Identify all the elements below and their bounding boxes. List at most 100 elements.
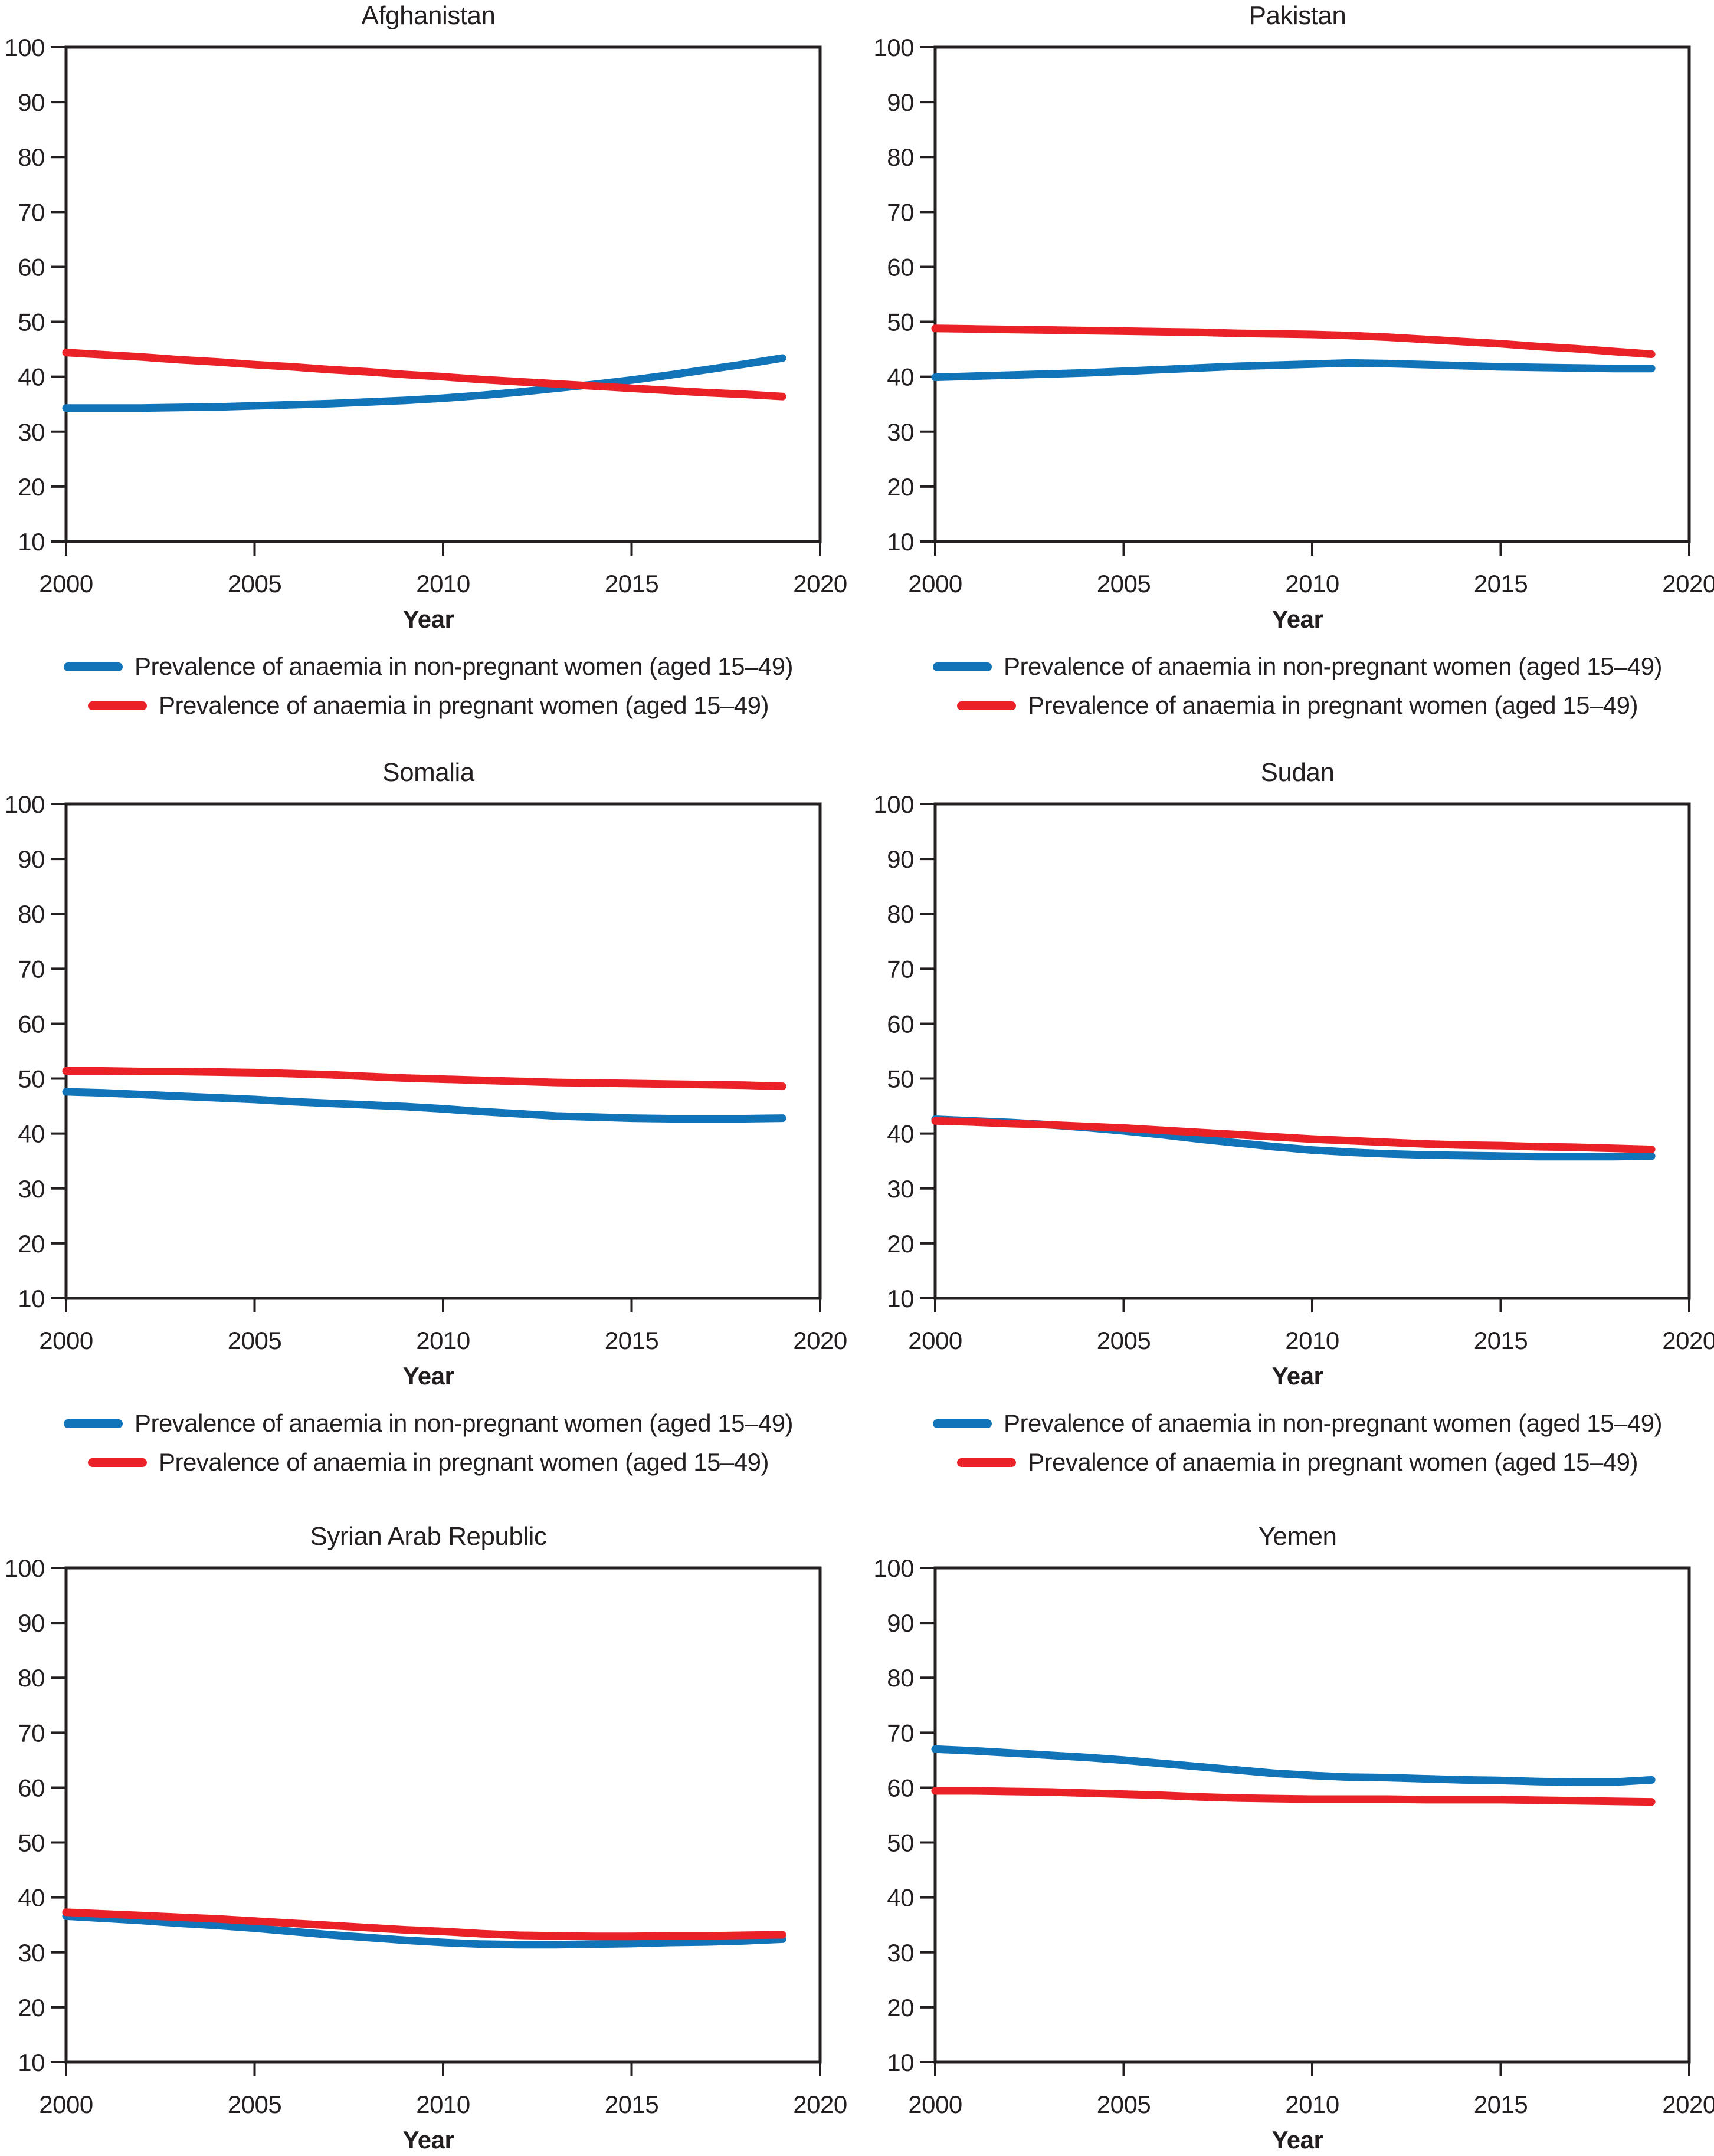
y-tick-label: 50 bbox=[18, 309, 45, 336]
legend: Prevalence of anaemia in non-pregnant wo… bbox=[0, 647, 857, 725]
line-pregnant-women bbox=[931, 324, 1656, 358]
legend-item-pregnant: Prevalence of anaemia in pregnant women … bbox=[869, 1443, 1714, 1482]
panel-title: Afghanistan bbox=[361, 1, 496, 30]
legend-swatch-blue-icon bbox=[932, 1419, 992, 1428]
y-tick-label: 60 bbox=[887, 1010, 914, 1038]
panel-sudan: Sudan 10 20 30 40 50 60 70 80 90 100 2000 2005 2010 2… bbox=[869, 757, 1714, 1482]
y-tick-label: 100 bbox=[873, 34, 914, 61]
legend-item-non-pregnant: Prevalence of anaemia in non-pregnant wo… bbox=[869, 647, 1714, 686]
legend-swatch-red-icon bbox=[956, 701, 1016, 710]
legend-label: Prevalence of anaemia in non-pregnant wo… bbox=[1003, 1409, 1663, 1437]
y-tick-label: 100 bbox=[873, 1554, 914, 1582]
y-tick-label: 50 bbox=[887, 1065, 914, 1093]
line-non-pregnant-women bbox=[62, 1088, 786, 1123]
plot-border bbox=[64, 1566, 822, 2064]
sudan-plot: 10 20 30 40 50 60 70 80 90 100 2000 2005 2010 2015 202… bbox=[873, 790, 1714, 1354]
legend-label: Prevalence of anaemia in pregnant women … bbox=[158, 691, 769, 719]
x-tick-label: 2000 bbox=[908, 1327, 962, 1354]
y-tick-label: 30 bbox=[18, 1939, 45, 1967]
panel-pakistan: Pakistan 10 20 30 40 50 60 70 80 90 100 2000 2005 20… bbox=[869, 0, 1714, 725]
x-tick-label: 2015 bbox=[1474, 1327, 1528, 1354]
y-tick-label: 80 bbox=[887, 1664, 914, 1692]
legend-label: Prevalence of anaemia in non-pregnant wo… bbox=[1003, 652, 1663, 680]
legend-swatch-blue-icon bbox=[63, 662, 123, 671]
legend: Prevalence of anaemia in non-pregnant wo… bbox=[0, 1404, 857, 1482]
x-tick-label: 2020 bbox=[1662, 570, 1714, 598]
y-tick-label: 60 bbox=[18, 253, 45, 281]
x-axis-label: Year bbox=[1271, 2126, 1323, 2154]
x-tick-label: 2005 bbox=[1097, 2091, 1151, 2118]
x-tick-label: 2000 bbox=[908, 570, 962, 598]
x-tick-label: 2005 bbox=[228, 2091, 281, 2118]
panel-yemen: Yemen 10 20 30 40 50 60 70 80 90 100 2000 2005 2010 2… bbox=[869, 1521, 1714, 2155]
legend-swatch-blue-icon bbox=[63, 1419, 123, 1428]
line-pregnant-women bbox=[931, 1787, 1656, 1806]
y-tick-label: 10 bbox=[18, 528, 45, 556]
y-tick-label: 10 bbox=[18, 2049, 45, 2076]
x-tick-label: 2010 bbox=[1285, 1327, 1339, 1354]
line-pregnant-women bbox=[62, 1908, 786, 1941]
legend-swatch-red-icon bbox=[956, 1458, 1016, 1467]
y-tick-label: 40 bbox=[887, 1120, 914, 1148]
y-tick-label: 70 bbox=[18, 955, 45, 983]
x-tick-label: 2020 bbox=[1662, 1327, 1714, 1354]
y-tick-label: 20 bbox=[887, 473, 914, 501]
x-tick-label: 2020 bbox=[793, 2091, 847, 2118]
legend-item-pregnant: Prevalence of anaemia in pregnant women … bbox=[0, 1443, 857, 1482]
y-tick-label: 10 bbox=[18, 1285, 45, 1312]
x-tick-label: 2020 bbox=[1662, 2091, 1714, 2118]
legend-label: Prevalence of anaemia in non-pregnant wo… bbox=[134, 652, 794, 680]
legend-item-non-pregnant: Prevalence of anaemia in non-pregnant wo… bbox=[0, 647, 857, 686]
y-tick-label: 60 bbox=[887, 253, 914, 281]
y-tick-label: 50 bbox=[18, 1065, 45, 1093]
line-pregnant-women bbox=[62, 1067, 786, 1091]
legend-swatch-red-icon bbox=[87, 701, 147, 710]
y-tick-label: 30 bbox=[18, 1175, 45, 1203]
y-tick-label: 10 bbox=[887, 2049, 914, 2076]
line-pregnant-women bbox=[931, 1117, 1656, 1154]
x-tick-label: 2015 bbox=[605, 2091, 658, 2118]
x-tick-label: 2015 bbox=[605, 1327, 658, 1354]
y-tick-label: 90 bbox=[887, 1609, 914, 1637]
y-tick-label: 30 bbox=[887, 1175, 914, 1203]
line-non-pregnant-women bbox=[62, 354, 786, 412]
y-tick-label: 30 bbox=[18, 418, 45, 446]
y-tick-label: 50 bbox=[887, 1829, 914, 1857]
legend-item-pregnant: Prevalence of anaemia in pregnant women … bbox=[869, 686, 1714, 725]
y-tick-label: 30 bbox=[887, 1939, 914, 1967]
legend: Prevalence of anaemia in non-pregnant wo… bbox=[869, 1404, 1714, 1482]
legend-swatch-red-icon bbox=[87, 1458, 147, 1467]
y-tick-label: 40 bbox=[887, 363, 914, 391]
line-non-pregnant-women bbox=[62, 1912, 786, 1949]
y-tick-label: 70 bbox=[887, 1719, 914, 1747]
x-tick-label: 2010 bbox=[416, 1327, 470, 1354]
somalia-plot: 10 20 30 40 50 60 70 80 90 100 2000 2005 2010 2015 202… bbox=[4, 790, 847, 1354]
x-tick-label: 2000 bbox=[39, 1327, 93, 1354]
line-non-pregnant-women bbox=[931, 1745, 1656, 1786]
x-tick-label: 2010 bbox=[416, 570, 470, 598]
line-pregnant-women bbox=[62, 349, 786, 401]
x-tick-label: 2020 bbox=[793, 570, 847, 598]
syrian-arab-republic-plot: 10 20 30 40 50 60 70 80 90 100 2000 2005 2010 2015 202… bbox=[4, 1554, 847, 2118]
panel-somalia: Somalia 10 20 30 40 50 60 70 80 90 100 2000 2005 201… bbox=[0, 757, 857, 1482]
legend-label: Prevalence of anaemia in pregnant women … bbox=[1027, 691, 1638, 719]
y-tick-label: 80 bbox=[18, 900, 45, 928]
x-tick-label: 2005 bbox=[1097, 570, 1151, 598]
y-tick-label: 10 bbox=[887, 1285, 914, 1312]
y-tick-label: 50 bbox=[887, 309, 914, 336]
y-tick-label: 100 bbox=[873, 790, 914, 818]
y-tick-label: 40 bbox=[18, 363, 45, 391]
plot-border bbox=[933, 45, 1691, 543]
y-tick-label: 20 bbox=[18, 473, 45, 501]
x-axis-label: Year bbox=[402, 605, 454, 633]
y-tick-label: 20 bbox=[887, 1230, 914, 1258]
plot-border bbox=[64, 45, 822, 543]
plot-border bbox=[933, 1566, 1691, 2064]
y-tick-label: 90 bbox=[18, 845, 45, 873]
y-tick-label: 80 bbox=[887, 900, 914, 928]
x-tick-label: 2005 bbox=[228, 570, 281, 598]
y-tick-label: 20 bbox=[18, 1230, 45, 1258]
panel-title: Yemen bbox=[1258, 1522, 1337, 1551]
afghanistan-plot: 10 20 30 40 50 60 70 80 90 100 2000 2005 2010 2015 202… bbox=[4, 34, 847, 598]
y-tick-label: 70 bbox=[18, 1719, 45, 1747]
